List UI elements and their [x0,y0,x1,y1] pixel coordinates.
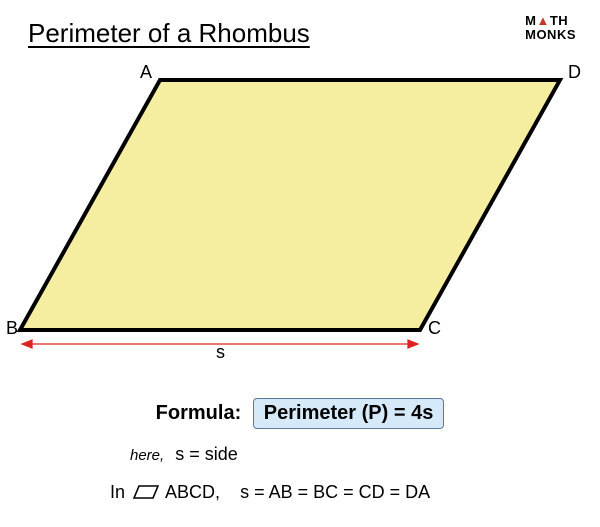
formula-expression: Perimeter (P) = 4s [253,398,445,429]
brand-logo: M▲TH MONKS [525,14,576,43]
logo-triangle: ▲ [536,13,549,28]
parallelogram-icon [133,484,159,500]
here-line: here, s = side [130,444,238,465]
page-title: Perimeter of a Rhombus [28,18,310,49]
vertex-a-label: A [140,62,152,83]
side-equation: s = AB = BC = CD = DA [240,482,430,502]
formula-row: Formula: Perimeter (P) = 4s [0,398,600,429]
rhombus-shape [20,80,560,330]
vertex-d-label: D [568,62,581,83]
in-prefix: In [110,482,125,502]
vertex-b-label: B [6,318,18,339]
formula-label: Formula: [156,402,242,424]
shape-name: ABCD, [165,482,220,502]
here-prefix: here, [130,447,164,464]
rhombus-diagram: s [0,60,600,360]
logo-line1-pre: M [525,13,536,28]
logo-line1-post: TH [550,13,568,28]
side-label: s [216,342,225,360]
here-text: s = side [175,444,238,464]
logo-line2: MONKS [525,27,576,42]
vertex-c-label: C [428,318,441,339]
in-line: In ABCD, s = AB = BC = CD = DA [110,482,430,503]
